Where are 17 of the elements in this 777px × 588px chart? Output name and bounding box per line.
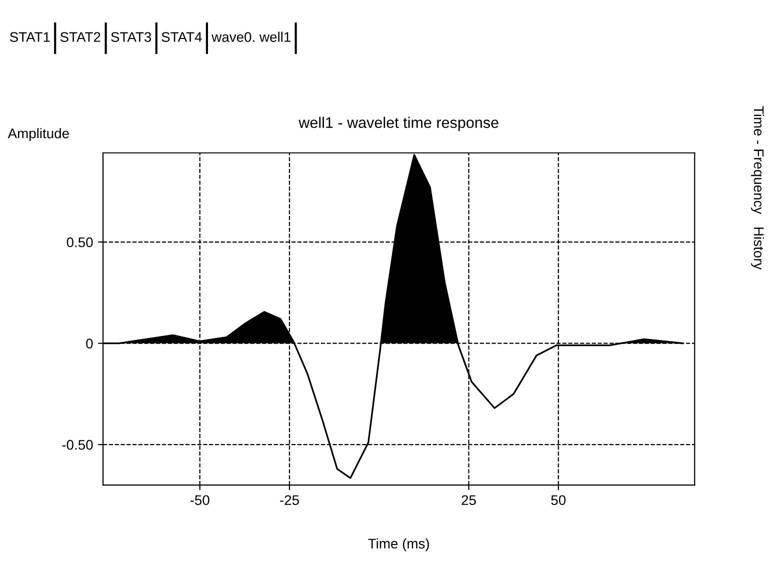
text: STAT4 [162, 32, 202, 42]
text: STAT2 [60, 32, 100, 42]
x-tick-label: -50 [190, 495, 210, 506]
y-tick-label: 0.50 [66, 237, 93, 248]
x-tick-label: 25 [462, 495, 476, 506]
x-axis-title: Time (ms) [368, 538, 429, 552]
x-tick-label: 50 [551, 495, 566, 506]
y-tick-label: 0 [86, 338, 93, 348]
text: wave0. well1 [212, 32, 290, 42]
text: Time - Frequency [751, 106, 764, 214]
y-axis-title: Amplitude [8, 128, 69, 142]
text: STAT1 [10, 32, 50, 42]
chart-title: well1 - wavelet time response [298, 116, 498, 132]
x-tick-label: -25 [280, 495, 299, 506]
text: STAT3 [111, 32, 152, 42]
text: History [751, 228, 764, 270]
y-tick-label: -0.50 [62, 440, 93, 450]
